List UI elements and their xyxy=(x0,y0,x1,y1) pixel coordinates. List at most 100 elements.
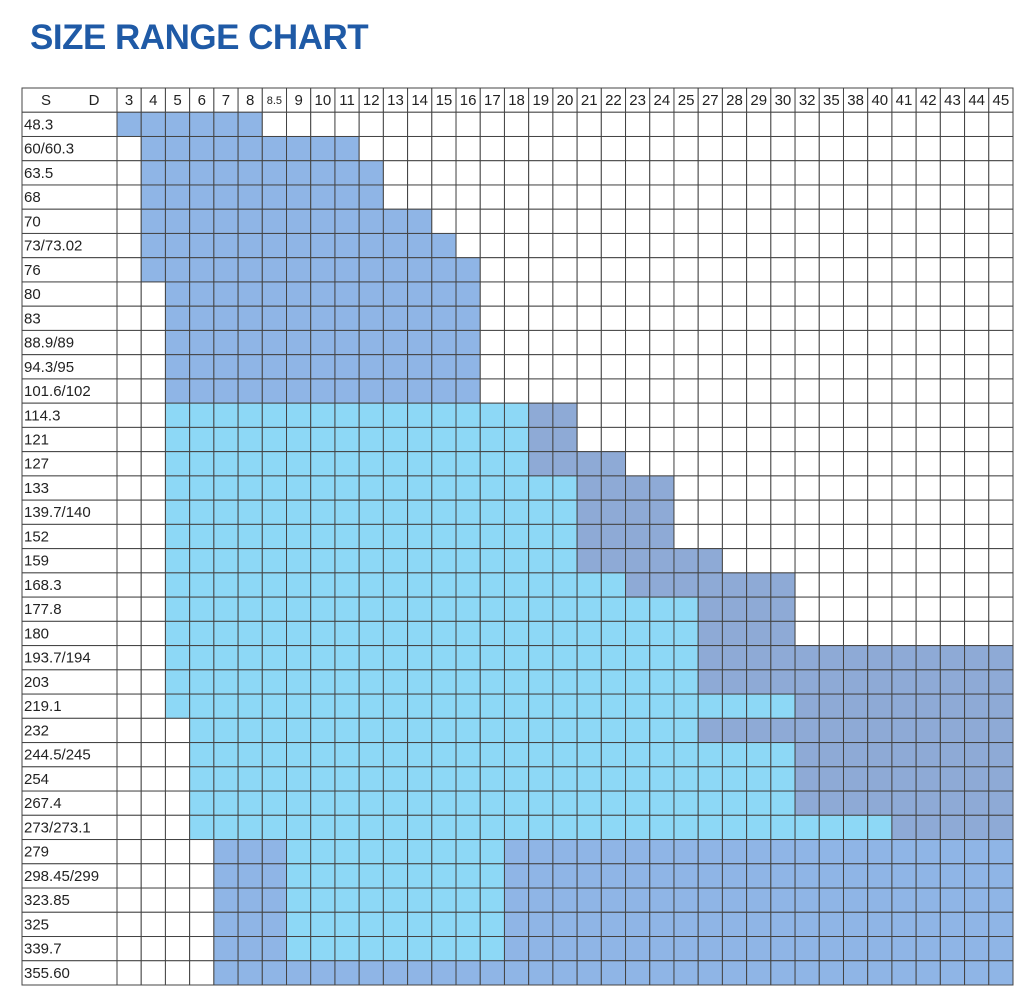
cell xyxy=(140,814,166,841)
column-label: 18 xyxy=(508,92,525,109)
cell xyxy=(164,960,191,986)
cell xyxy=(600,135,627,162)
cell xyxy=(891,790,917,816)
cell xyxy=(552,499,578,525)
cell xyxy=(891,208,917,234)
cell xyxy=(479,305,505,331)
cell xyxy=(407,135,433,162)
cell xyxy=(576,329,602,356)
cell xyxy=(503,111,530,137)
cell xyxy=(358,596,384,622)
cell xyxy=(964,208,990,234)
cell xyxy=(382,790,409,816)
cell xyxy=(600,936,627,962)
cell xyxy=(213,960,239,986)
cell xyxy=(140,572,166,598)
cell xyxy=(600,790,627,816)
cell xyxy=(697,451,723,477)
cell xyxy=(140,669,166,695)
cell xyxy=(164,281,191,307)
cell xyxy=(310,329,336,356)
cell xyxy=(673,329,699,356)
cell xyxy=(625,426,651,453)
row-label: 70 xyxy=(24,213,41,230)
cell xyxy=(746,645,772,671)
cell xyxy=(552,135,578,162)
cell xyxy=(310,790,336,816)
cell xyxy=(649,281,675,307)
row-label: 101.6/102 xyxy=(24,383,91,400)
cell xyxy=(164,499,191,525)
cell xyxy=(213,814,239,841)
cell xyxy=(382,184,409,210)
cell xyxy=(237,329,263,356)
cell xyxy=(164,475,191,501)
cell xyxy=(649,790,675,816)
cell xyxy=(334,354,360,380)
cell xyxy=(721,548,748,574)
cell xyxy=(794,257,820,283)
cell xyxy=(818,693,844,719)
cell xyxy=(576,960,602,986)
cell xyxy=(867,839,893,865)
cell xyxy=(673,257,699,283)
cell xyxy=(286,232,312,259)
row-label: 88.9/89 xyxy=(24,335,74,352)
cell xyxy=(334,208,360,234)
cell xyxy=(528,596,554,622)
cell xyxy=(140,305,166,331)
cell xyxy=(770,499,796,525)
cell xyxy=(625,960,651,986)
cell xyxy=(842,208,869,234)
row-label-cell xyxy=(21,499,118,525)
cell xyxy=(261,620,288,647)
cell xyxy=(431,645,457,671)
cell xyxy=(721,863,748,889)
cell xyxy=(382,572,409,598)
cell xyxy=(867,936,893,962)
cell xyxy=(189,499,215,525)
cell xyxy=(600,620,627,647)
row-label: 232 xyxy=(24,722,49,739)
row-label: 177.8 xyxy=(24,601,62,618)
cell xyxy=(988,281,1014,307)
cell xyxy=(140,620,166,647)
cell xyxy=(794,208,820,234)
cell xyxy=(455,911,481,938)
cell xyxy=(649,742,675,768)
cell xyxy=(794,839,820,865)
cell xyxy=(286,499,312,525)
cell xyxy=(721,499,748,525)
cell xyxy=(189,645,215,671)
cell xyxy=(818,863,844,889)
cell xyxy=(237,184,263,210)
cell xyxy=(164,160,191,186)
column-label: 35 xyxy=(823,92,840,109)
cell xyxy=(818,669,844,695)
cell xyxy=(697,960,723,986)
cell xyxy=(721,135,748,162)
cell xyxy=(649,717,675,744)
cell xyxy=(286,184,312,210)
cell xyxy=(649,184,675,210)
cell xyxy=(407,790,433,816)
cell xyxy=(237,475,263,501)
cell xyxy=(600,548,627,574)
cell xyxy=(673,596,699,622)
cell xyxy=(867,305,893,331)
cell xyxy=(310,645,336,671)
cell xyxy=(600,208,627,234)
cell xyxy=(915,766,941,792)
row-label-cell xyxy=(21,354,118,380)
row-label: 152 xyxy=(24,528,49,545)
cell xyxy=(455,305,481,331)
cell xyxy=(552,378,578,404)
cell xyxy=(189,887,215,913)
cell xyxy=(867,329,893,356)
cell xyxy=(455,766,481,792)
cell xyxy=(431,693,457,719)
cell xyxy=(358,887,384,913)
row-label: 355.60 xyxy=(24,965,70,982)
cell xyxy=(528,790,554,816)
